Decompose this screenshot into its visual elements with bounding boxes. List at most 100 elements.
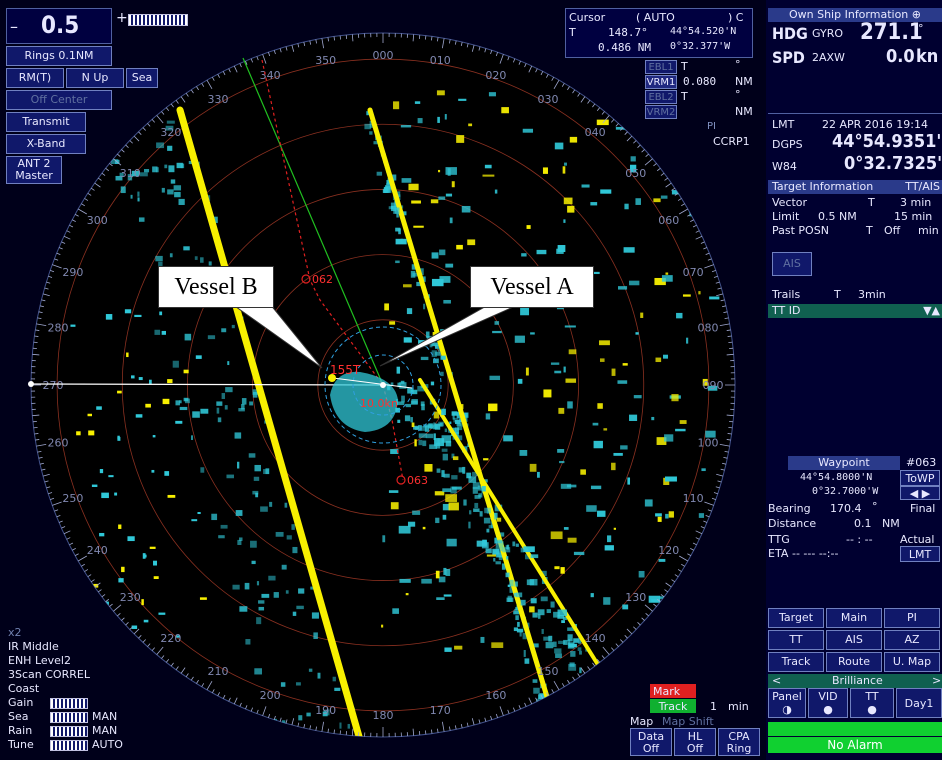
tt-id-dropdown-icon[interactable]: ▼▲ [923, 304, 940, 317]
echo-clutter [559, 460, 565, 464]
waypoint-nav-arrows[interactable]: ◀ ▶ [900, 486, 940, 500]
bearing-tick [142, 127, 146, 131]
tune-slider[interactable] [50, 740, 88, 751]
brilliance-next-button[interactable]: > [932, 674, 942, 687]
menu-pi-button[interactable]: PI [884, 608, 940, 628]
echo-clutter [529, 606, 535, 613]
sea-mode[interactable]: MAN [92, 710, 118, 723]
ebl1-button[interactable]: EBL1 [645, 60, 677, 74]
echo-clutter [401, 395, 405, 403]
echo-clutter [517, 378, 523, 384]
rain-mode[interactable]: MAN [92, 724, 118, 737]
off-center-button[interactable]: Off Center [6, 90, 112, 110]
own-ship-settings-icon[interactable]: ⊕ [911, 8, 921, 21]
bearing-tick [687, 553, 692, 557]
bearing-tick [713, 492, 718, 495]
echo-clutter [406, 308, 413, 315]
echo-clutter [467, 239, 476, 246]
own-ship-header: Own Ship Information ⊕ [768, 8, 942, 22]
echo-clutter [179, 400, 182, 404]
map-label[interactable]: Map [630, 715, 654, 728]
menu-tt-button[interactable]: TT [768, 630, 824, 650]
menu-ais-button[interactable]: AIS [826, 630, 882, 650]
bearing-tick [687, 213, 692, 217]
eta-lmt-button[interactable]: LMT [900, 546, 940, 562]
echo-clutter [557, 615, 565, 619]
sea-stab-button[interactable]: Sea [126, 68, 158, 88]
range-decrease-button[interactable]: – [10, 17, 18, 36]
echo-clutter [396, 366, 401, 374]
menu-az-button[interactable]: AZ [884, 630, 940, 650]
gain-slider[interactable] [50, 698, 88, 709]
orientation-button[interactable]: N Up [66, 68, 124, 88]
band-button[interactable]: X-Band [6, 134, 86, 154]
echo-clutter [436, 597, 445, 600]
cursor-mode[interactable]: ( AUTO [636, 11, 675, 24]
sea-slider[interactable] [50, 712, 88, 723]
range-increase-button[interactable]: + [116, 10, 128, 26]
transmit-button[interactable]: Transmit [6, 112, 86, 132]
vid-brilliance-button[interactable]: VID ● [808, 688, 848, 718]
bearing-tick [196, 86, 199, 91]
echo-clutter [399, 578, 411, 583]
bearing-tick [572, 676, 576, 681]
map-shift-label[interactable]: Map Shift [662, 715, 714, 728]
vrm1-ring [352, 354, 414, 416]
menu-target-button[interactable]: Target [768, 608, 824, 628]
echo-clutter [208, 261, 212, 266]
cpa-state: Ring [726, 742, 752, 755]
panel-brilliance-button[interactable]: Panel ◑ [768, 688, 806, 718]
trails-value: 3min [858, 288, 886, 301]
echo-clutter [523, 546, 535, 553]
alarm-status[interactable]: No Alarm [768, 737, 942, 753]
menu-umap-button[interactable]: U. Map [884, 652, 940, 672]
brilliance-prev-button[interactable]: < [772, 674, 782, 687]
bearing-tick [52, 264, 62, 269]
ebl2-button[interactable]: EBL2 [645, 90, 677, 104]
day-mode-button[interactable]: Day1 [896, 688, 942, 718]
bearing-tick [723, 311, 728, 314]
rain-slider[interactable] [50, 726, 88, 737]
bearing-tick [695, 235, 703, 240]
cpa-toggle-button[interactable]: CPA Ring [718, 728, 760, 756]
tune-mode[interactable]: AUTO [92, 738, 123, 751]
echo-clutter [76, 431, 81, 436]
bearing-tick [653, 603, 657, 607]
bearing-tick [449, 726, 451, 731]
lmt-label: LMT [772, 118, 795, 131]
menu-main-button[interactable]: Main [826, 608, 882, 628]
motion-mode-button[interactable]: RM(T) [6, 68, 64, 88]
echo-clutter [480, 636, 485, 643]
echo-clutter [251, 560, 256, 565]
range-scale-bar [128, 14, 188, 26]
hl-state: Off [686, 742, 704, 755]
track-button[interactable]: Track [650, 699, 696, 713]
echo-clutter [291, 524, 295, 530]
tt-id-header[interactable]: TT ID ▼▲ [768, 304, 942, 318]
bearing-tick [303, 41, 306, 47]
mark-button[interactable]: Mark [650, 684, 696, 698]
radar-display[interactable]: 000 010 020 030 040 050 060 070 080 090 100 110 120 1… [0, 0, 760, 760]
echo-clutter [705, 430, 716, 438]
hl-toggle-button[interactable]: HL Off [674, 728, 716, 756]
bearing-tick [690, 548, 694, 551]
ais-button[interactable]: AIS [772, 252, 812, 276]
bearing-tick [601, 111, 605, 115]
echo-clutter [519, 450, 528, 456]
cpa-ring [324, 326, 442, 444]
vrm2-button[interactable]: VRM2 [645, 105, 677, 119]
echo-clutter [407, 387, 414, 394]
antenna-button[interactable]: ANT 2 Master [6, 156, 62, 184]
menu-route-button[interactable]: Route [826, 652, 882, 672]
data-toggle-button[interactable]: Data Off [630, 728, 672, 756]
gain-label: Gain [8, 696, 34, 709]
range-ring [121, 123, 645, 647]
menu-track-button[interactable]: Track [768, 652, 824, 672]
bearing-tick [81, 563, 85, 567]
bearing-tick [109, 163, 113, 167]
echo-clutter [176, 162, 183, 169]
tt-brilliance-button[interactable]: TT ● [850, 688, 894, 718]
to-wp-button[interactable]: ToWP [900, 470, 940, 486]
echo-clutter [486, 528, 490, 533]
vrm1-button[interactable]: VRM1 [645, 75, 677, 89]
